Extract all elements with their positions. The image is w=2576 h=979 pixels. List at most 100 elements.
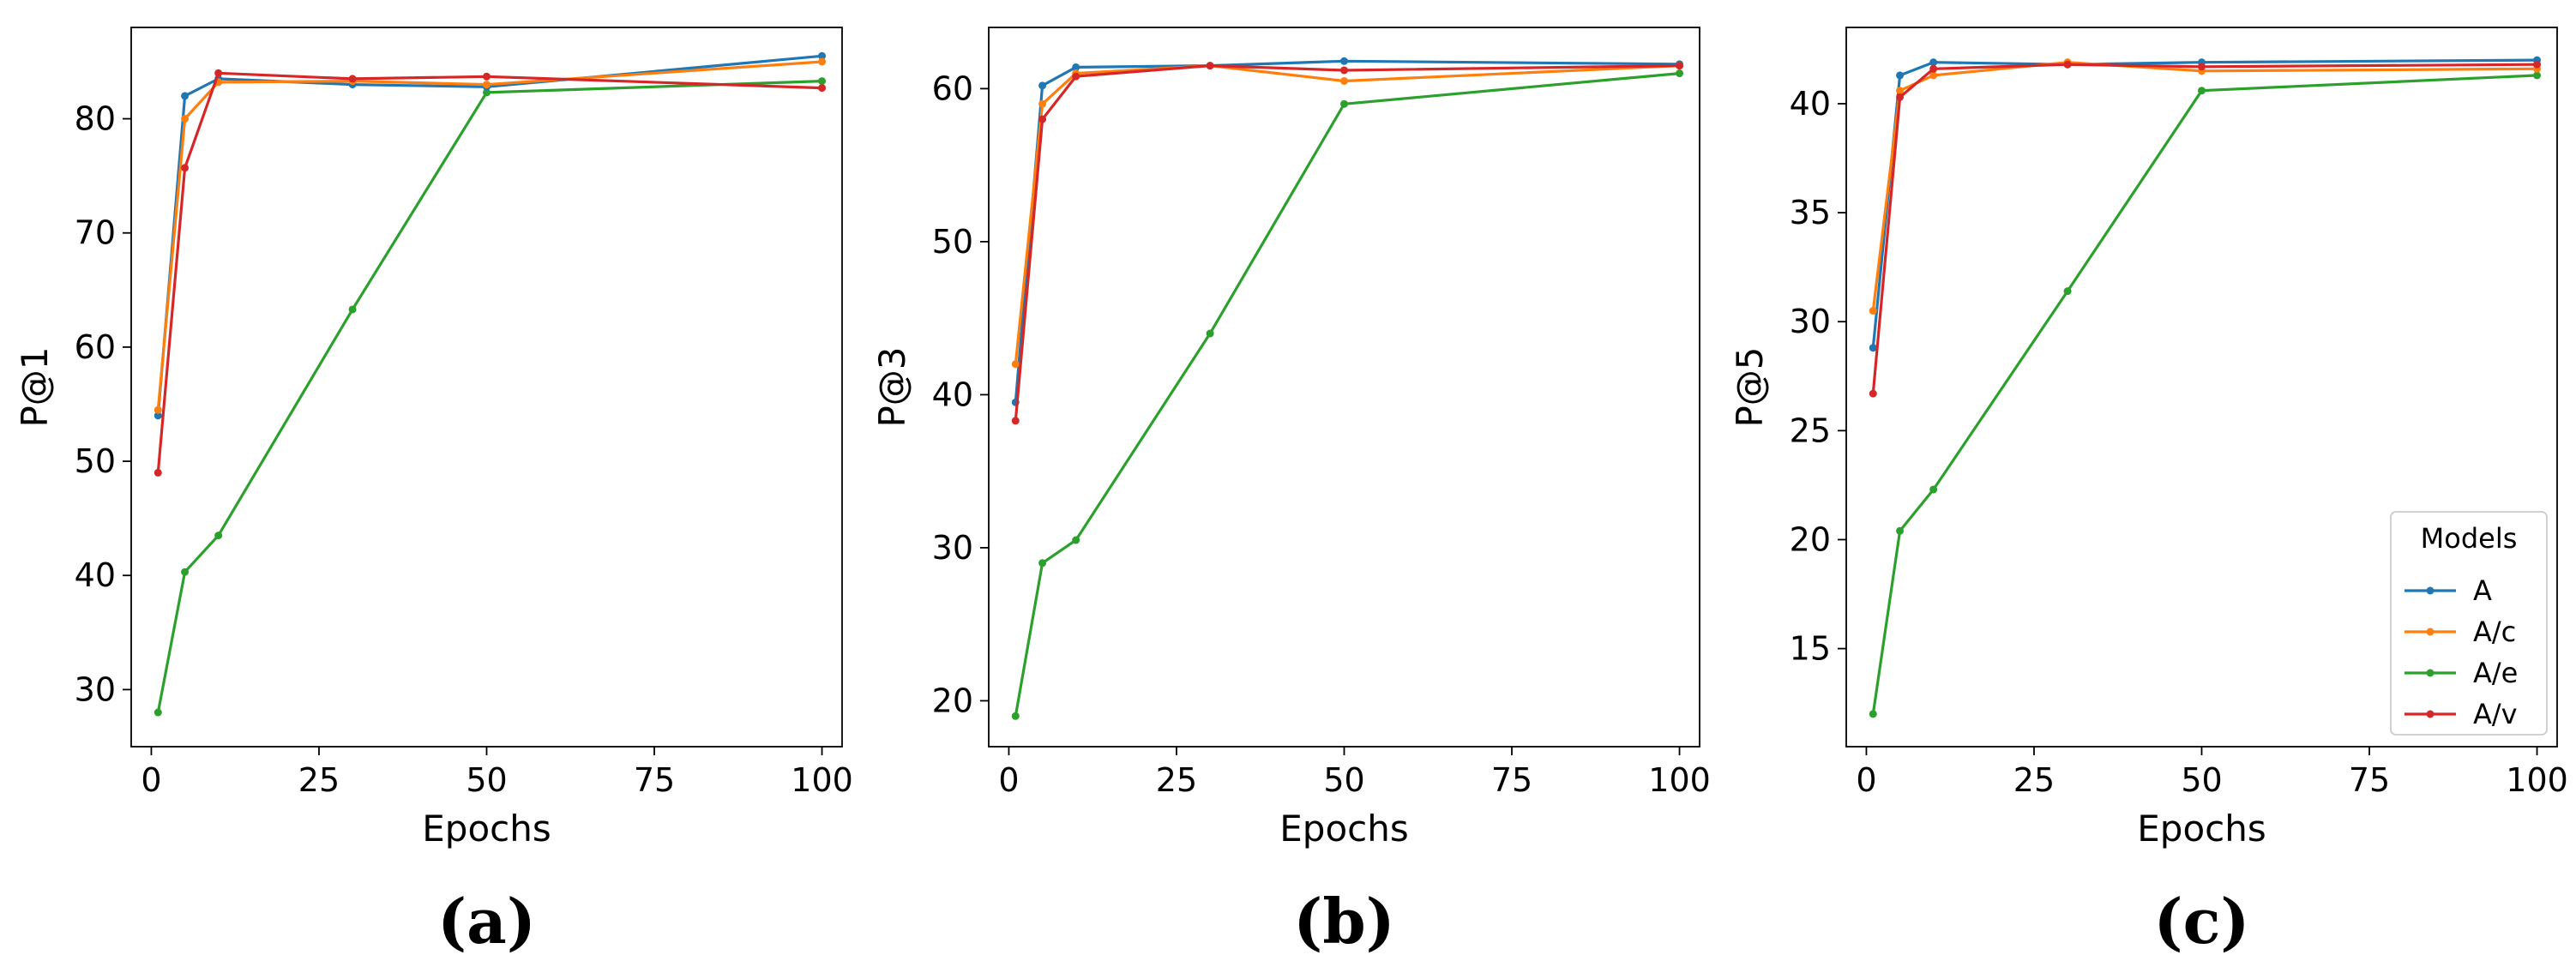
data-point: [483, 88, 491, 97]
series-line: [156, 71, 822, 473]
data-point: [818, 51, 827, 60]
y-tick-label: 50: [75, 442, 116, 480]
data-point: [2063, 287, 2072, 296]
x-tick-label: 50: [466, 761, 507, 799]
x-tick-label: 0: [1856, 761, 1876, 799]
plot-frame: [988, 27, 1700, 748]
panel-label: (c): [2154, 885, 2250, 958]
legend-swatch-marker: [2426, 586, 2435, 595]
series-A-v: [153, 69, 827, 477]
data-point: [818, 77, 827, 86]
data-point: [2063, 60, 2072, 69]
series-A-c: [1011, 62, 1684, 369]
plot-frame: [130, 27, 843, 748]
data-point: [1929, 485, 1938, 494]
legend-title: Models: [2421, 522, 2518, 555]
data-point: [818, 57, 827, 66]
data-point: [1676, 62, 1684, 70]
data-point: [1929, 64, 1938, 73]
x-tick-label: 75: [634, 761, 675, 799]
y-axis-title: P@5: [1729, 346, 1771, 427]
data-point: [1340, 57, 1348, 65]
legend-swatch-marker: [2426, 710, 2435, 718]
series-line: [156, 54, 822, 416]
data-point: [2198, 87, 2206, 95]
data-point: [1896, 93, 1905, 101]
x-tick-label: 0: [141, 761, 161, 799]
legend: Models A A/c A/e A/v: [2390, 511, 2548, 736]
data-point: [2198, 63, 2206, 71]
data-point: [214, 69, 223, 77]
series-A: [153, 51, 827, 420]
x-tick-label: 25: [1156, 761, 1197, 799]
data-point: [483, 81, 491, 89]
x-tick-label: 100: [1648, 761, 1711, 799]
series-line: [1871, 74, 2537, 715]
legend-swatch-marker: [2426, 628, 2435, 636]
y-tick-label: 15: [1790, 630, 1831, 668]
data-point: [2533, 71, 2542, 80]
data-point: [1869, 344, 1877, 352]
y-tick-label: 30: [1790, 303, 1831, 340]
x-tick-label: 50: [2181, 761, 2222, 799]
data-point: [1869, 389, 1877, 398]
legend-entry-label: A/v: [2473, 698, 2518, 730]
legend-entry-label: A: [2473, 574, 2492, 607]
data-point: [1038, 115, 1047, 123]
data-point: [153, 405, 162, 414]
y-axis-title: P@1: [14, 346, 56, 427]
series-A-e: [153, 77, 827, 717]
y-tick-label: 40: [75, 556, 116, 594]
data-point: [1896, 526, 1905, 535]
y-tick-label: 60: [75, 328, 116, 366]
y-tick-label: 80: [75, 100, 116, 138]
series-A: [1869, 56, 2542, 352]
data-point: [1038, 559, 1047, 568]
data-point: [1038, 99, 1047, 108]
panel-label: (a): [437, 885, 536, 958]
series-A-e: [1869, 71, 2542, 718]
series-line: [1871, 63, 2537, 394]
legend-box: [2390, 511, 2548, 736]
data-point: [181, 92, 190, 100]
y-tick-label: 30: [932, 529, 973, 567]
data-point: [1038, 81, 1047, 90]
series-line: [1871, 61, 2537, 311]
x-tick-label: 100: [2506, 761, 2568, 799]
series-line: [1871, 58, 2537, 348]
panel-label: (b): [1293, 885, 1394, 958]
data-point: [1340, 76, 1348, 85]
data-point: [1072, 536, 1080, 544]
y-tick-label: 25: [1790, 411, 1831, 449]
data-point: [181, 568, 190, 576]
data-point: [1340, 66, 1348, 75]
panel-1: 0 25 50 75 100 30 40 50 60 70 80 Epochs P@1 (a): [14, 27, 853, 958]
data-point: [181, 164, 190, 172]
data-point: [1676, 69, 1684, 78]
series-line: [1014, 63, 1680, 364]
y-tick-label: 30: [75, 670, 116, 708]
series-A-e: [1011, 69, 1684, 720]
series-line: [1014, 72, 1680, 717]
x-axis-title: Epochs: [1279, 808, 1409, 850]
y-tick-label: 40: [932, 375, 973, 413]
series-A-v: [1869, 60, 2542, 398]
data-point: [1011, 417, 1020, 425]
series-line: [1014, 63, 1680, 421]
y-tick-label: 35: [1790, 194, 1831, 231]
data-point: [483, 72, 491, 81]
x-tick-label: 50: [1323, 761, 1364, 799]
data-point: [1206, 329, 1214, 338]
y-tick-label: 40: [1790, 85, 1831, 123]
data-point: [1206, 62, 1214, 70]
series-line: [1014, 59, 1680, 403]
x-tick-label: 100: [791, 761, 853, 799]
data-point: [1011, 360, 1020, 369]
data-point: [153, 411, 162, 420]
data-point: [2533, 60, 2542, 69]
data-point: [1072, 63, 1080, 71]
y-tick-label: 60: [932, 69, 973, 107]
panel-2: 0 25 50 75 100 20 30 40 50 60 Epochs P@3 (b): [871, 27, 1711, 958]
y-tick-label: 70: [75, 214, 116, 252]
data-point: [1869, 307, 1877, 315]
